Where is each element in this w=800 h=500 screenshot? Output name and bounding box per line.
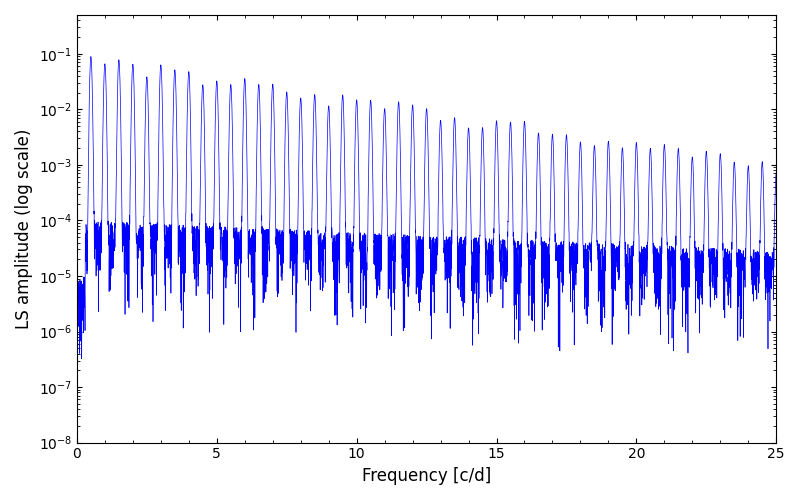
X-axis label: Frequency [c/d]: Frequency [c/d] xyxy=(362,467,491,485)
Y-axis label: LS amplitude (log scale): LS amplitude (log scale) xyxy=(15,128,33,329)
